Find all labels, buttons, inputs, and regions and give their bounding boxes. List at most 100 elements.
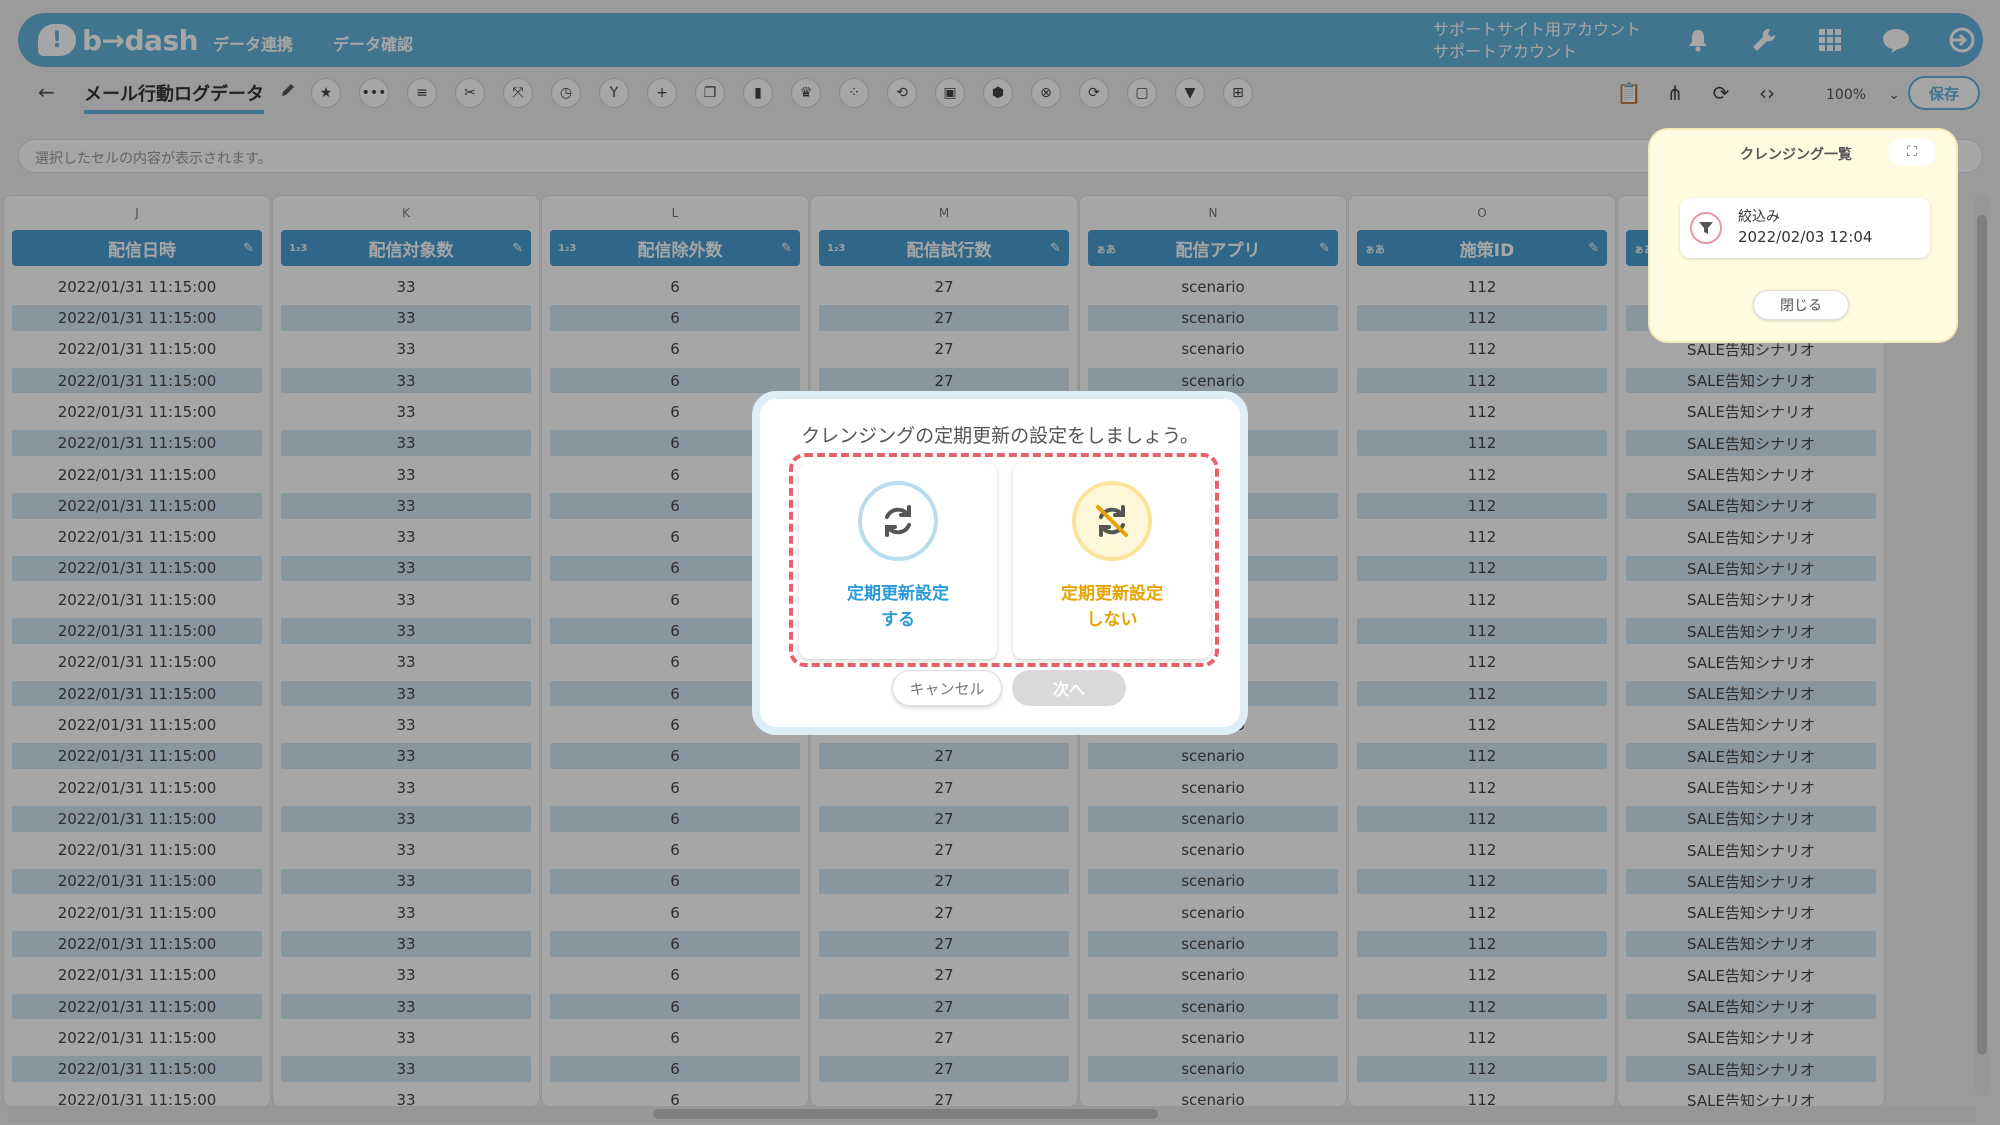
table-cell[interactable]: 112 <box>1467 715 1497 734</box>
table-cell[interactable]: 2022/01/31 11:15:00 <box>57 653 217 672</box>
table-cell[interactable]: SALE告知シナリオ <box>1626 868 1876 895</box>
table-cell[interactable]: 33 <box>396 653 416 672</box>
table-cell[interactable]: SALE告知シナリオ <box>1626 680 1876 707</box>
column-letter[interactable]: O <box>1477 206 1487 220</box>
more-icon[interactable]: ••• <box>359 78 389 108</box>
grid-icon[interactable] <box>1815 25 1845 55</box>
table-cell[interactable]: 6 <box>550 305 800 331</box>
table-cell[interactable]: 112 <box>1467 465 1497 484</box>
table-cell[interactable]: 27 <box>934 841 954 860</box>
table-cell[interactable]: 2022/01/31 11:15:00 <box>57 715 217 734</box>
table-cell[interactable]: scenario <box>1181 966 1245 985</box>
table-cell[interactable]: 33 <box>281 305 531 331</box>
table-cell[interactable]: 27 <box>934 903 954 922</box>
table-cell[interactable]: 2022/01/31 11:15:00 <box>57 1091 217 1107</box>
table-cell[interactable]: 2022/01/31 11:15:00 <box>57 402 217 421</box>
table-cell[interactable]: SALE告知シナリオ <box>1687 904 1815 923</box>
table-cell[interactable]: SALE告知シナリオ <box>1626 806 1876 832</box>
table-cell[interactable]: 27 <box>934 277 954 296</box>
table-cell[interactable]: SALE告知シナリオ <box>1687 528 1815 547</box>
box-icon[interactable]: ⬢ <box>983 78 1013 108</box>
frame-icon[interactable]: ▢ <box>1127 78 1157 108</box>
table-cell[interactable]: 2022/01/31 11:15:00 <box>57 340 217 359</box>
table-cell[interactable]: 2022/01/31 11:15:00 <box>57 903 217 922</box>
table-cell[interactable]: 33 <box>396 277 416 296</box>
column-letter[interactable]: N <box>1208 206 1218 220</box>
table-cell[interactable]: 33 <box>281 1056 531 1082</box>
table-cell[interactable]: 2022/01/31 11:15:00 <box>12 680 262 707</box>
table-cell[interactable]: 27 <box>819 1056 1069 1082</box>
nav-data-integration[interactable]: データ連携 <box>213 35 294 54</box>
table-cell[interactable]: 33 <box>281 680 531 707</box>
table-cell[interactable]: scenario <box>1181 903 1245 922</box>
pencil-icon[interactable]: ✎ <box>781 240 792 256</box>
table-cell[interactable]: 112 <box>1357 493 1607 519</box>
transform-icon[interactable]: ⟳ <box>1079 78 1109 108</box>
option-periodic-update-on[interactable]: 定期更新設定 する <box>799 463 997 659</box>
loop-icon[interactable]: ⟲ <box>887 78 917 108</box>
table-cell[interactable]: 2022/01/31 11:15:00 <box>12 806 262 832</box>
table-cell[interactable]: SALE告知シナリオ <box>1626 618 1876 644</box>
table-cell[interactable]: 27 <box>819 743 1069 769</box>
table-cell[interactable]: 33 <box>281 806 531 832</box>
table-cell[interactable]: 27 <box>934 778 954 797</box>
table-cell[interactable]: 2022/01/31 11:15:00 <box>57 528 217 547</box>
clipboard-icon[interactable]: 📋 <box>1616 81 1642 105</box>
table-cell[interactable]: 27 <box>819 993 1069 1020</box>
table-cell[interactable]: 112 <box>1467 1028 1497 1047</box>
table-cell[interactable]: 33 <box>281 618 531 644</box>
table-cell[interactable]: 6 <box>550 806 800 832</box>
wrench-icon[interactable] <box>1749 25 1779 55</box>
pencil-icon[interactable]: ✎ <box>1319 240 1330 256</box>
table-cell[interactable]: 2022/01/31 11:15:00 <box>12 367 262 394</box>
table-cell[interactable]: 33 <box>396 340 416 359</box>
table-cell[interactable]: 33 <box>281 430 531 456</box>
table-cell[interactable]: 6 <box>550 1056 800 1082</box>
table-cell[interactable]: 27 <box>934 1028 954 1047</box>
table-cell[interactable]: SALE告知シナリオ <box>1626 1056 1876 1082</box>
table-cell[interactable]: 2022/01/31 11:15:00 <box>12 618 262 644</box>
table-cell[interactable]: 6 <box>670 1091 680 1107</box>
table-cell[interactable]: 2022/01/31 11:15:00 <box>12 931 262 957</box>
app-logo[interactable]: ! b→dash <box>38 22 199 58</box>
table-cell[interactable]: 27 <box>819 305 1069 331</box>
column-header[interactable]: 1₂3 配信除外数 ✎ <box>550 230 800 266</box>
vertical-scrollbar[interactable] <box>1975 195 1989 1095</box>
table-cell[interactable]: 6 <box>670 841 680 860</box>
table-cell[interactable]: 2022/01/31 11:15:00 <box>12 993 262 1020</box>
column-header[interactable]: 1₂3 配信試行数 ✎ <box>819 230 1069 266</box>
table-cell[interactable]: 112 <box>1467 903 1497 922</box>
table-cell[interactable]: scenario <box>1181 277 1245 296</box>
bell-icon[interactable] <box>1683 25 1713 55</box>
table-cell[interactable]: SALE告知シナリオ <box>1687 403 1815 422</box>
table-cell[interactable]: SALE告知シナリオ <box>1687 1091 1815 1107</box>
scroll-thumb[interactable] <box>1977 215 1987 1055</box>
table-cell[interactable]: scenario <box>1088 1056 1338 1082</box>
table-cell[interactable]: 112 <box>1467 1091 1497 1107</box>
table-cell[interactable]: 2022/01/31 11:15:00 <box>12 1056 262 1082</box>
cancel-button[interactable]: キャンセル <box>892 670 1002 706</box>
table-cell[interactable]: scenario <box>1181 340 1245 359</box>
table-cell[interactable]: SALE告知シナリオ <box>1687 966 1815 985</box>
table-cell[interactable]: 2022/01/31 11:15:00 <box>57 590 217 609</box>
table-cell[interactable]: 112 <box>1357 868 1607 895</box>
pencil-icon[interactable]: ✎ <box>512 240 523 256</box>
table-cell[interactable]: 2022/01/31 11:15:00 <box>12 430 262 456</box>
table-cell[interactable]: 112 <box>1467 590 1497 609</box>
table-cell[interactable]: 2022/01/31 11:15:00 <box>12 743 262 769</box>
sheet-title[interactable]: メール行動ログデータ <box>84 80 264 114</box>
table-cell[interactable]: 2022/01/31 11:15:00 <box>12 493 262 519</box>
table-cell[interactable]: scenario <box>1088 806 1338 832</box>
table-cell[interactable]: 6 <box>670 715 680 734</box>
scissors-icon[interactable]: ✂ <box>455 78 485 108</box>
table-cell[interactable]: 33 <box>281 555 531 582</box>
table-cell[interactable]: 33 <box>396 1091 416 1107</box>
table-cell[interactable]: 27 <box>819 868 1069 895</box>
table-cell[interactable]: SALE告知シナリオ <box>1626 993 1876 1020</box>
table-cell[interactable]: 2022/01/31 11:15:00 <box>12 305 262 331</box>
column-letter[interactable]: M <box>938 206 950 220</box>
refresh-doc-icon[interactable]: ⟳ <box>1712 81 1730 105</box>
table-cell[interactable]: 6 <box>670 966 680 985</box>
table-cell[interactable]: 27 <box>934 966 954 985</box>
table-cell[interactable]: 112 <box>1357 305 1607 331</box>
